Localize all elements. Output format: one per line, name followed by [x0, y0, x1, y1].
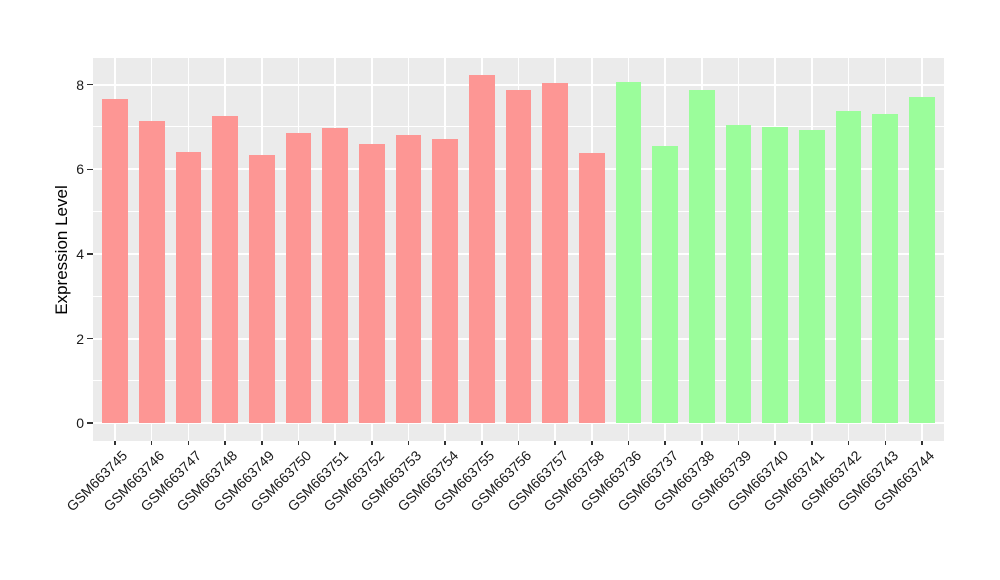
bar-gsm663740: [762, 126, 789, 424]
bar-gsm663752: [358, 144, 385, 424]
bar-gsm663742: [835, 111, 862, 424]
bar-gsm663750: [285, 133, 312, 424]
y-tick-label: 2: [76, 330, 84, 347]
y-tick-mark: [87, 253, 93, 255]
bar-gsm663751: [322, 127, 348, 424]
x-tick-mark: [517, 441, 520, 445]
x-tick-mark: [114, 441, 116, 445]
bar-gsm663749: [248, 154, 275, 424]
bar-gsm663747: [175, 152, 202, 424]
y-tick-label: 6: [76, 161, 84, 178]
bar-gsm663757: [542, 82, 568, 424]
bar-gsm663745: [102, 99, 128, 424]
bar-gsm663739: [725, 125, 752, 424]
x-tick-mark: [737, 441, 740, 445]
bar-gsm663755: [468, 74, 495, 424]
x-tick-mark: [884, 441, 887, 445]
bar-gsm663756: [505, 90, 532, 424]
y-tick-mark: [87, 422, 93, 425]
x-tick-mark: [297, 441, 300, 445]
y-tick-mark: [87, 337, 93, 340]
bar-gsm663737: [652, 146, 679, 424]
x-tick-mark: [847, 441, 850, 445]
y-axis-title: Expression Level: [52, 185, 71, 315]
bar-gsm663758: [579, 153, 605, 424]
y-tick-label: 0: [76, 415, 84, 432]
bar-gsm663748: [212, 116, 238, 424]
y-tick-mark: [87, 83, 93, 86]
x-tick-mark: [701, 441, 703, 445]
x-tick-mark: [774, 441, 777, 445]
x-tick-mark: [627, 441, 630, 445]
x-tick-mark: [664, 441, 667, 445]
bar-gsm663754: [432, 139, 458, 424]
plot-panel: [93, 58, 944, 441]
bar-gsm663741: [799, 129, 825, 424]
x-tick-mark: [187, 441, 190, 445]
y-tick-mark: [87, 168, 93, 171]
bar-gsm663746: [138, 121, 165, 424]
x-tick-mark: [407, 441, 410, 445]
x-tick-mark: [444, 441, 446, 445]
x-tick-mark: [260, 441, 263, 445]
bar-gsm663753: [395, 135, 422, 424]
y-tick-label: 4: [76, 245, 84, 262]
x-tick-mark: [150, 441, 153, 445]
bar-gsm663738: [689, 89, 715, 424]
x-tick-mark: [334, 441, 336, 445]
bar-gsm663743: [872, 113, 899, 424]
x-tick-mark: [591, 441, 593, 445]
x-tick-mark: [811, 441, 813, 445]
x-tick-mark: [370, 441, 373, 445]
x-tick-mark: [554, 441, 556, 445]
bar-gsm663744: [909, 96, 935, 424]
x-tick-mark: [921, 441, 923, 445]
y-tick-label: 8: [76, 76, 84, 93]
bar-gsm663736: [615, 81, 642, 424]
x-tick-mark: [224, 441, 226, 445]
x-tick-mark: [481, 441, 483, 445]
